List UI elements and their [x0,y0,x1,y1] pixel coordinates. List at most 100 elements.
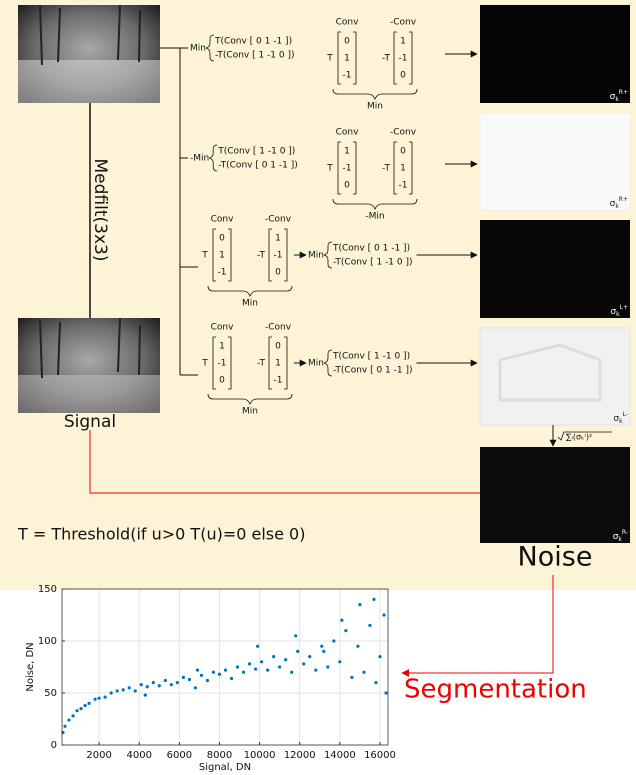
point [256,645,259,648]
point [196,669,199,672]
threshold-note: T = Threshold(if u>0 T(u)=0 else 0) [17,525,305,544]
matrix-entry: 0 [400,147,406,157]
point [372,598,375,601]
output-image [480,220,630,318]
signal-label: Signal [64,412,116,432]
matrix-entry: 0 [219,376,225,386]
point [134,689,137,692]
t-label: T [201,359,208,369]
signal-image [18,318,160,413]
diagram: Medfilt(3x3) Signal T = Threshold(if u>0… [0,0,636,775]
t-label: T [326,54,333,64]
point [94,698,97,701]
point [266,669,269,672]
subscript: k [615,203,619,210]
matrix-min-label: Min [242,407,258,417]
neg-t-label: -T [257,251,265,261]
point [71,714,74,717]
plot-area [62,589,388,745]
matrix-entry: 1 [400,37,406,47]
formula-line: -T(Conv [ 1 -1 0 ]) [215,51,295,61]
point [164,679,167,682]
point [378,655,381,658]
point [158,684,161,687]
point [384,691,387,694]
point [146,685,149,688]
x-tick-label: 6000 [167,750,192,761]
point [170,683,173,686]
point [338,660,341,663]
x-tick-label: 12000 [284,750,316,761]
x-axis-label: Signal, DN [199,762,251,773]
point [140,683,143,686]
neg-t-label: -T [382,164,390,174]
point [236,665,239,668]
point [200,674,203,677]
neg-t-label: -T [382,54,390,64]
superscript: R- [622,529,628,536]
neg-conv-label: -Conv [265,215,292,225]
noise-image [480,447,630,543]
neg-conv-label: -Conv [390,128,417,138]
output-image [480,5,630,103]
matrix-min-label: -Min [365,212,384,222]
formula-line: T(Conv [ 0 1 -1 ]) [214,37,292,47]
medfilt-label: Medfilt(3x3) [90,159,110,262]
point [308,655,311,658]
point [302,662,305,665]
point [75,709,78,712]
matrix-min-label: Min [367,102,383,112]
point [260,660,263,663]
matrix-entry: 1 [400,164,406,174]
input-image [18,5,160,103]
point [296,650,299,653]
matrix-entry: -1 [399,54,408,64]
point [242,671,245,674]
point [206,679,209,682]
point [128,686,131,689]
segmentation-label: Segmentation [404,675,587,705]
point [326,665,329,668]
point [320,645,323,648]
output-image [480,113,630,210]
formula-line: T(Conv [ 1 -1 0 ]) [217,147,295,157]
x-tick-label: 14000 [324,750,356,761]
point [224,669,227,672]
y-tick-label: 0 [51,740,57,751]
point [218,673,221,676]
matrix-entry: 0 [344,181,350,191]
subscript: k [615,96,619,103]
superscript: L+ [620,304,628,311]
point [194,686,197,689]
point [79,707,82,710]
point [284,658,287,661]
matrix-entry: 0 [275,268,281,278]
x-tick-label: 10000 [244,750,276,761]
y-axis-label: Noise, DN [25,642,36,691]
point [182,676,185,679]
matrix-entry: -1 [343,71,352,81]
matrix-entry: 1 [275,359,281,369]
point [230,677,233,680]
formula-line: -T(Conv [ 0 1 -1 ]) [218,161,298,171]
point [322,650,325,653]
point [212,671,215,674]
formula-line: T(Conv [ 1 -1 0 ]) [332,352,410,362]
point [278,665,281,668]
point [144,693,147,696]
point [248,662,251,665]
matrix-entry: -1 [399,181,408,191]
point [344,629,347,632]
superscript: L- [623,411,628,418]
y-tick-label: 150 [38,584,57,595]
conv-label: Conv [211,323,234,333]
min-label: Min [308,251,324,261]
subscript: k [619,418,623,425]
page: Medfilt(3x3) Signal T = Threshold(if u>0… [0,0,636,775]
x-tick-label: 16000 [364,750,396,761]
noise-label: Noise [518,542,593,573]
point [67,718,70,721]
point [362,671,365,674]
point [83,704,86,707]
t-label: T [326,164,333,174]
